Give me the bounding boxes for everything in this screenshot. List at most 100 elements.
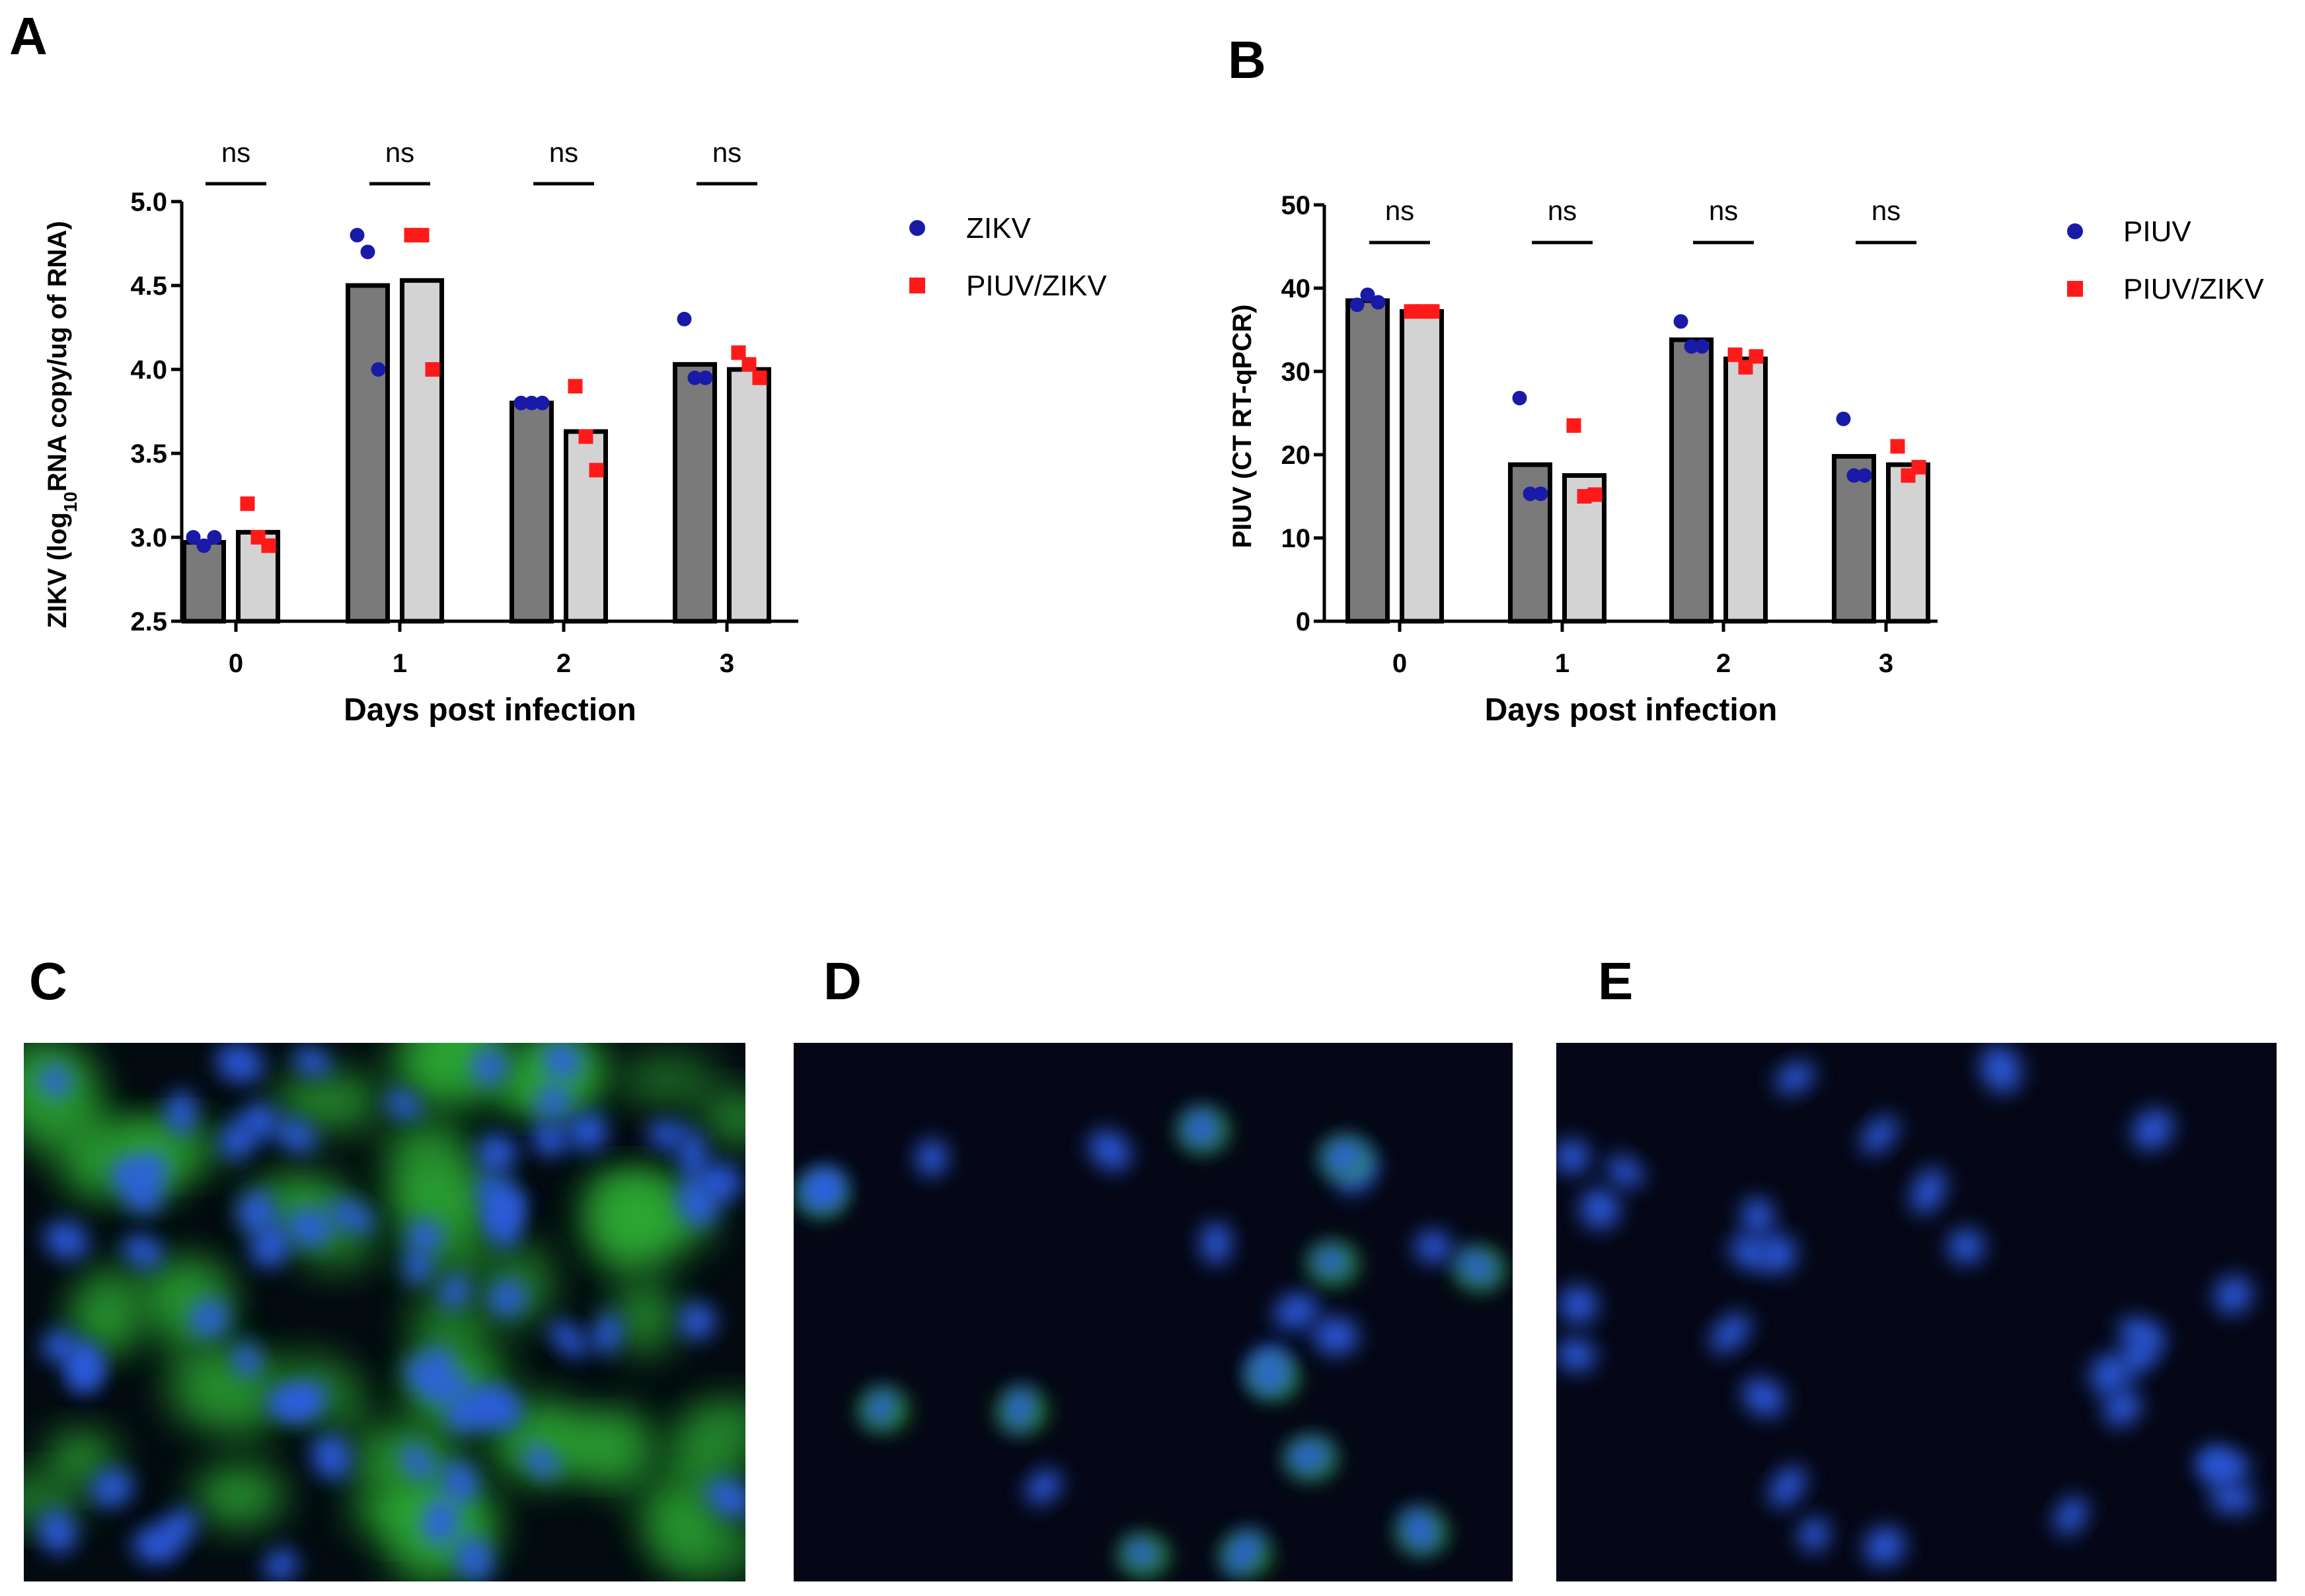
x-tick-label: 2 [1716, 649, 1731, 678]
data-point [1533, 486, 1548, 502]
nucleus [1559, 1285, 1598, 1324]
nucleus [293, 1046, 330, 1077]
nucleus [1606, 1156, 1644, 1188]
nucleus [2103, 1389, 2141, 1426]
cytoplasm-signal [611, 1278, 678, 1355]
nucleus [44, 1221, 89, 1260]
legend-marker [909, 278, 925, 293]
significance-label: ns [712, 137, 741, 168]
nucleus [406, 1356, 442, 1395]
nucleus [1769, 1466, 1806, 1507]
nucleus [439, 1273, 470, 1310]
nucleus [1312, 1246, 1349, 1276]
nucleus [679, 1303, 716, 1340]
nucleus [1415, 1231, 1453, 1264]
nucleus [239, 1103, 278, 1140]
x-tick-label: 3 [1879, 649, 1893, 678]
x-tick-label: 3 [720, 649, 734, 678]
data-point [513, 395, 529, 410]
y-tick-label: 2.5 [130, 607, 167, 636]
nucleus [1026, 1469, 1061, 1504]
legend-label: PIUV/ZIKV [966, 270, 1107, 302]
data-point [196, 538, 211, 553]
cytoplasm-signal [408, 1295, 492, 1356]
nucleus [250, 1223, 291, 1268]
nucleus [154, 1509, 198, 1551]
data-point [1587, 487, 1603, 502]
data-point [1425, 304, 1440, 319]
nucleus [385, 1089, 422, 1120]
data-point [425, 362, 440, 377]
nucleus [1864, 1527, 1905, 1566]
bar [182, 540, 226, 624]
significance-label: ns [1871, 195, 1901, 226]
cytoplasm-signal [685, 1398, 745, 1453]
nucleus [132, 1151, 169, 1187]
cytoplasm-signal [617, 1053, 719, 1107]
x-tick-label: 2 [556, 649, 571, 678]
nucleus [264, 1548, 298, 1581]
data-point [677, 311, 692, 326]
nucleus [523, 1444, 560, 1478]
nucleus [808, 1166, 846, 1206]
nucleus [2054, 1496, 2088, 1535]
cytoplasm-signal [193, 1464, 285, 1527]
cytoplasm-signal [701, 1092, 745, 1144]
nucleus [1741, 1197, 1774, 1236]
nucleus [470, 1047, 508, 1085]
nucleus [535, 1084, 572, 1118]
y-axis-label-part: 10 [60, 492, 81, 512]
nucleus [287, 1207, 334, 1247]
nucleus [328, 1199, 375, 1233]
data-point [687, 370, 702, 385]
data-point [1371, 295, 1386, 310]
y-tick-label: 20 [1281, 441, 1311, 470]
nucleus [1182, 1108, 1220, 1148]
data-point [1911, 459, 1926, 475]
nucleus [2090, 1353, 2130, 1396]
nucleus [1088, 1130, 1131, 1171]
bar [400, 278, 444, 624]
x-tick-label: 0 [1392, 649, 1407, 678]
nucleus [647, 1120, 687, 1149]
y-tick-label: 4.0 [130, 356, 167, 385]
nucleus [1860, 1116, 1898, 1154]
y-tick-label: 40 [1281, 274, 1311, 303]
chart-a: 2.5 3.0 3.5 4.0 4.5 5.0 0 1 2 3 ns ns ns ns Days post … [43, 137, 1107, 728]
nucleus [403, 1248, 434, 1283]
nucleus [2132, 1109, 2173, 1150]
nucleus [1798, 1517, 1830, 1552]
nucleus [1124, 1539, 1158, 1568]
cytoplasm-signal [24, 1476, 85, 1525]
data-point [1360, 287, 1375, 303]
nucleus [1579, 1188, 1620, 1229]
nucleus [1287, 1439, 1331, 1473]
data-point [261, 538, 276, 553]
panel-letter-e: E [1598, 952, 1633, 1010]
nucleus [1910, 1168, 1946, 1214]
nucleus [311, 1434, 352, 1480]
nucleus [274, 1118, 317, 1153]
data-point [1684, 339, 1699, 354]
y-tick-label: 4.5 [130, 272, 167, 301]
nucleus [706, 1478, 745, 1517]
x-tick-label: 1 [393, 649, 407, 678]
micrograph-e [1556, 1043, 2277, 1581]
nucleus [400, 1443, 435, 1481]
nucleus [73, 1349, 102, 1392]
nucleus [215, 1043, 264, 1083]
bar [1669, 337, 1714, 624]
nucleus [1556, 1139, 1590, 1174]
cytoplasm-signal [68, 1289, 131, 1352]
significance-label: ns [385, 137, 414, 168]
nucleus [677, 1179, 717, 1227]
nucleus [1252, 1357, 1291, 1394]
nucleus [1312, 1316, 1359, 1355]
chart-b: 0 10 20 30 40 50 0 1 2 3 ns ns ns ns Days post infecti… [1228, 191, 2264, 728]
x-axis-label: Days post infection [1485, 693, 1778, 728]
nucleus [915, 1139, 948, 1177]
micrograph-d [794, 1043, 1513, 1581]
nucleus [477, 1133, 517, 1173]
nucleus [1775, 1061, 1815, 1094]
data-point [568, 379, 583, 394]
